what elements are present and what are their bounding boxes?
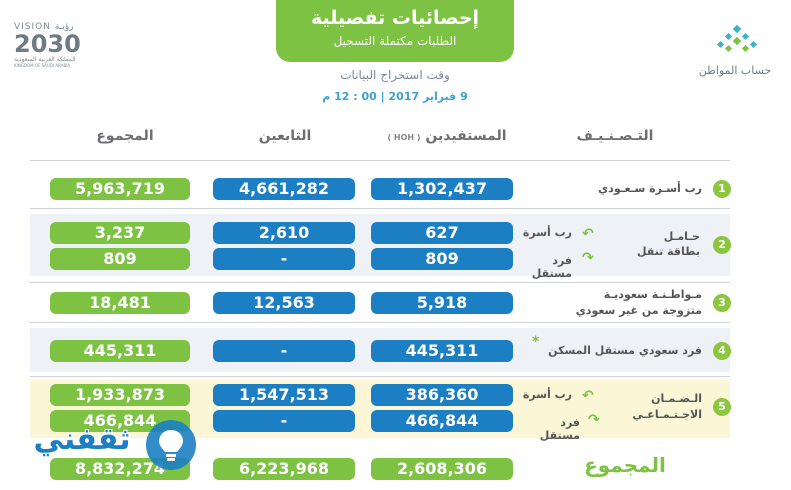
- r5-sub2-dependents: -: [213, 410, 355, 432]
- r1-number: 1: [713, 180, 731, 198]
- col-header-dependents: التابعين: [258, 128, 312, 144]
- r2-sub2-total: 809: [50, 248, 190, 270]
- r3-total: 18,481: [50, 292, 190, 314]
- header-divider: [30, 160, 730, 161]
- vision-sub-en: KINGDOM OF SAUDI ARABIA: [14, 63, 71, 68]
- total-beneficiaries: 2,608,306: [371, 458, 513, 480]
- col-header-category: التـصـنـيـف: [576, 128, 654, 144]
- r4-beneficiaries: 445,311: [371, 340, 513, 362]
- r5-sub2-label: فرد مستقل: [539, 416, 580, 442]
- col-header-hoh: ( HOH ): [387, 133, 421, 142]
- watermark-text: ثقفني: [33, 422, 131, 457]
- r2-sub2-dependents: -: [213, 248, 355, 270]
- r5-sub1-total: 1,933,873: [50, 384, 190, 406]
- col-header-total: المجموع: [96, 128, 154, 144]
- r2-sub1-beneficiaries: 627: [371, 222, 513, 244]
- r1-beneficiaries: 1,302,437: [371, 178, 513, 200]
- r2-sub2-beneficiaries: 809: [371, 248, 513, 270]
- r3-beneficiaries: 5,918: [371, 292, 513, 314]
- citizen-account-logo: حساب المواطن: [690, 24, 780, 84]
- row-divider: [30, 322, 730, 323]
- r2-number: 2: [713, 236, 731, 254]
- total-label: المجموع: [584, 453, 666, 477]
- r1-total: 5,963,719: [50, 178, 190, 200]
- r4-number: 4: [713, 342, 731, 360]
- r4-footnote-star: *: [532, 334, 540, 350]
- r1-label: رب أسـرة سـعـودي: [598, 182, 702, 195]
- row-divider: [30, 282, 730, 283]
- vision-year: 2030: [14, 30, 81, 58]
- r2-sub1-total: 3,237: [50, 222, 190, 244]
- r5-sub2-beneficiaries: 466,844: [371, 410, 513, 432]
- extraction-time-label: وقت استخراج البيانات: [340, 68, 450, 82]
- r3-label-line1: مـواطـنـة سعوديـة: [603, 288, 702, 301]
- citizen-account-icon: [716, 24, 758, 53]
- r5-sub1-beneficiaries: 386,360: [371, 384, 513, 406]
- r3-number: 3: [713, 294, 731, 312]
- col-header-beneficiaries: ( HOH ) المستفيدين: [387, 128, 507, 144]
- r2-label-line2: بطاقة تنقل: [636, 245, 700, 258]
- lightbulb-icon: [159, 430, 183, 461]
- extraction-time-value: 9 فبراير 2017 | 00 : 12 م: [322, 90, 468, 103]
- citizen-account-text: حساب المواطن: [698, 64, 772, 77]
- r2-sub1-dependents: 2,610: [213, 222, 355, 244]
- r2-sub2-label: فرد مستقل: [531, 254, 572, 280]
- vision-top-text: VISION رؤيـة: [14, 22, 74, 32]
- r4-dependents: -: [213, 340, 355, 362]
- r5-arrow-up-icon: ↶: [582, 388, 594, 404]
- vision-sub-ar: المملكة العربية السعودية: [14, 56, 76, 63]
- vision-2030-logo: VISION رؤيـة 2030 المملكة العربية السعود…: [14, 22, 84, 68]
- page-title: إحصائيات تفصيلية: [310, 7, 480, 29]
- watermark-logo: ثقفني: [18, 416, 208, 472]
- r5-number: 5: [713, 398, 731, 416]
- r2-sub1-label: رب أسرة: [522, 226, 572, 239]
- r3-label-line2: متزوجة من غير سعودي: [575, 304, 702, 317]
- r4-label: فرد سعودي مستقل المسكن: [548, 344, 702, 357]
- r5-arrow-down-icon: ↷: [588, 412, 600, 428]
- total-dependents: 6,223,968: [213, 458, 355, 480]
- r2-label-line1: حـامـل: [663, 230, 700, 243]
- r3-dependents: 12,563: [213, 292, 355, 314]
- r4-total: 445,311: [50, 340, 190, 362]
- r5-sub1-label: رب أسرة: [522, 388, 572, 401]
- r2-arrow-up-icon: ↶: [582, 226, 594, 242]
- r1-dependents: 4,661,282: [213, 178, 355, 200]
- page-subtitle: الطلبات مكتملة التسجيل: [333, 34, 457, 48]
- r5-sub1-dependents: 1,547,513: [213, 384, 355, 406]
- title-banner: إحصائيات تفصيلية الطلبات مكتملة التسجيل: [276, 0, 514, 62]
- row-divider: [30, 376, 730, 377]
- r5-label-line2: الاجـتـمـاعـي: [632, 408, 702, 421]
- r5-label-line1: الـضـمـان: [651, 392, 702, 405]
- r2-arrow-down-icon: ↷: [582, 250, 594, 266]
- row-divider: [30, 208, 730, 209]
